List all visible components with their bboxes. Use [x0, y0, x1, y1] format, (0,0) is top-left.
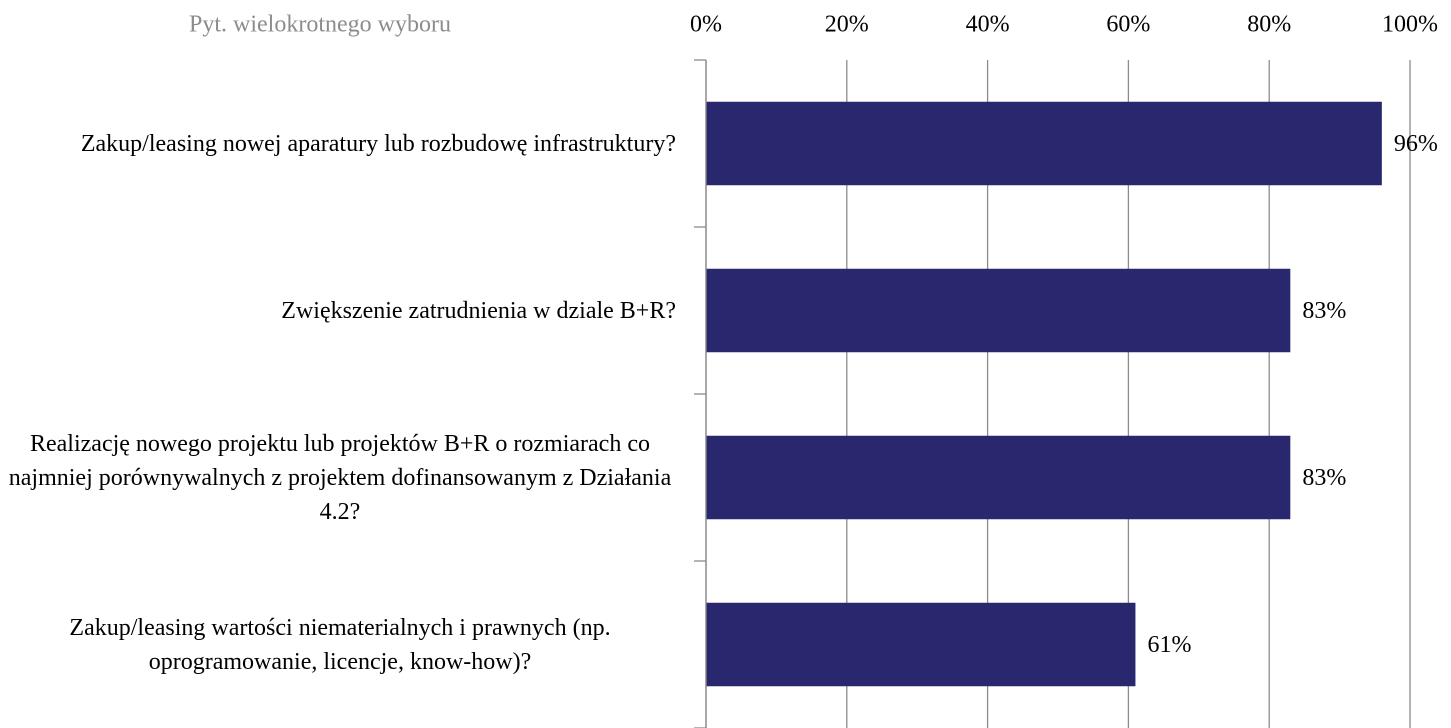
bar — [706, 101, 1382, 186]
data-label: 83% — [1302, 465, 1346, 491]
bar — [706, 602, 1136, 687]
category-label: Zwiększenie zatrudnienia w dziale B+R? — [281, 297, 676, 324]
data-label: 96% — [1394, 131, 1438, 157]
data-label: 61% — [1147, 632, 1191, 658]
x-tick-label: 20% — [825, 12, 869, 38]
x-tick-label: 40% — [966, 12, 1010, 38]
bar — [706, 435, 1291, 520]
data-label: 83% — [1302, 298, 1346, 324]
category-label: Realizację nowego projektu lub projektów… — [8, 430, 672, 525]
x-tick-label: 0% — [690, 12, 722, 38]
category-label: Zakup/leasing wartości niematerialnych i… — [69, 614, 611, 675]
category-label: Zakup/leasing nowej aparatury lub rozbud… — [80, 130, 676, 157]
x-tick-label: 80% — [1247, 12, 1291, 38]
chart-title: Pyt. wielokrotnego wyboru — [189, 12, 451, 38]
x-tick-label: 100% — [1382, 12, 1438, 38]
bar — [706, 268, 1291, 353]
x-tick-label: 60% — [1106, 12, 1150, 38]
